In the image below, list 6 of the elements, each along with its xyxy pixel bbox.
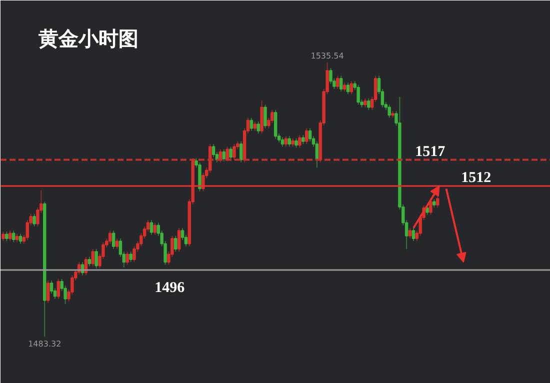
ref-line-label: 1496 — [154, 280, 186, 296]
annotation: 1535.54 — [310, 52, 344, 60]
ref-line-label: 1512 — [461, 170, 492, 186]
annotation: 1483.32 — [28, 340, 62, 348]
chart-title: 黄金小时图 — [38, 26, 138, 50]
ref-line-label: 1517 — [415, 144, 446, 160]
